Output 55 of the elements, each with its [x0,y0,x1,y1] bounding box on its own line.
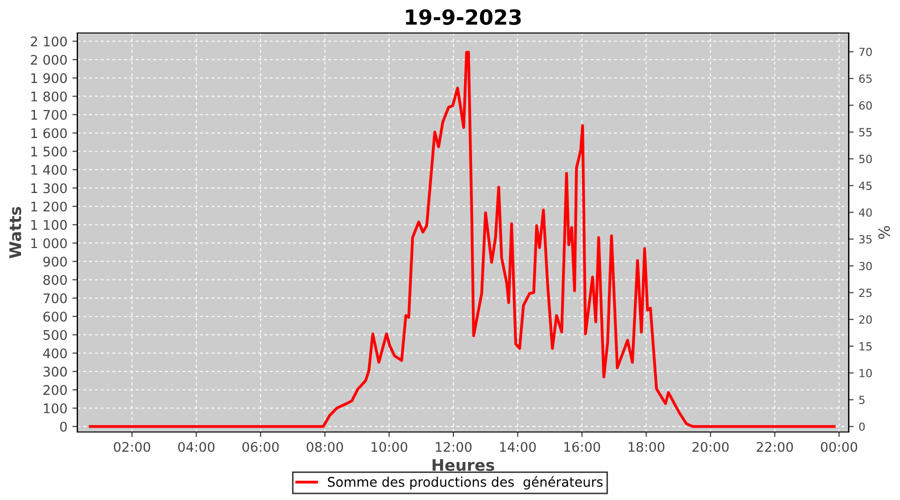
y-tick-label: 2 100 [30,36,67,46]
line-series [88,50,836,428]
legend-label: Somme des productions des générateurs [328,476,603,490]
y-tick-label: 1 200 [31,202,67,212]
y-tick-label: 600 [43,312,67,322]
y-tick-label: 1 400 [31,164,67,175]
y-tick-label: 400 [43,348,67,358]
y2-tick-label: 60 [859,101,872,110]
x-tick-label: 06:00 [242,442,279,452]
y-tick-label: 300 [44,366,67,377]
y-tick-label: 900 [43,256,67,267]
y-tick-label: 200 [43,385,67,396]
x-tick-label: 22:00 [756,442,793,452]
x-tick-label: 08:00 [306,442,343,452]
y-tick-label: 800 [43,274,67,285]
x-tick-label: 20:00 [692,442,729,452]
y-tick-label: 0 [60,422,67,432]
y2-tick-label: 15 [860,342,872,351]
x-tick-label: 16:00 [564,442,600,452]
y-tick-label: 700 [44,293,67,304]
y2-tick-label: 5 [859,396,865,404]
y-axis-title: Watts [9,206,22,258]
y-tick-label: 1 800 [31,92,67,102]
x-tick-label: 10:00 [372,442,408,452]
x-tick-label: 04:00 [178,442,214,452]
y2-tick-label: 55 [859,128,872,136]
y-tick-label: 500 [44,330,67,340]
y-tick-label: 1 100 [31,220,67,230]
x-tick-label: 12:00 [436,442,472,452]
x-tick-label: 00:00 [820,442,858,452]
x-axis-title: Heures [432,459,494,472]
y2-axis-title: % [878,226,890,239]
x-tick-label: 14:00 [500,442,536,452]
y2-tick-label: 65 [859,74,872,83]
y-tick-label: 2 000 [30,54,67,65]
y2-tick-label: 30 [859,262,872,270]
y2-tick-label: 70 [859,48,872,56]
y2-tick-label: 40 [858,208,872,217]
y2-tick-label: 25 [859,288,872,298]
y-tick-label: 100 [44,403,67,414]
y2-tick-label: 35 [859,235,872,244]
chart-title: 19-9-2023 [406,9,521,25]
y2-tick-label: 45 [858,182,872,190]
y-tick-label: 1 900 [31,73,67,84]
y-tick-label: 1 000 [31,238,67,248]
y2-tick-label: 0 [859,422,865,431]
y2-tick-label: 50 [859,154,872,164]
y2-tick-label: 10 [860,368,872,378]
y-tick-label: 1 600 [31,128,67,138]
y2-tick-label: 20 [859,315,872,324]
y-tick-label: 1 300 [31,183,67,194]
y-tick-label: 1 500 [31,146,67,157]
x-tick-label: 18:00 [628,442,664,452]
x-tick-label: 02:00 [114,442,150,452]
y-tick-label: 1 700 [31,110,67,120]
